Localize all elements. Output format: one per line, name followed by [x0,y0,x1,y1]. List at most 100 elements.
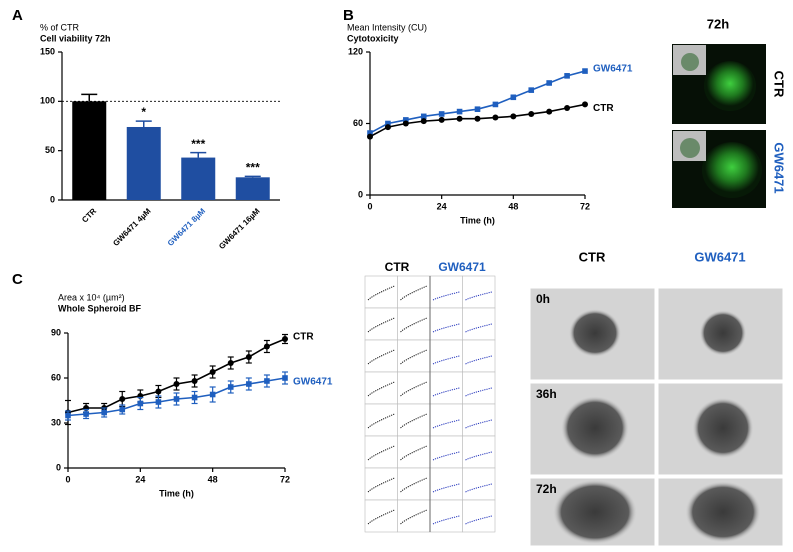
thumbnail-trace [432,451,460,461]
marker [492,101,499,108]
column-label: GW6471 [438,260,486,274]
marker [384,124,391,131]
axis-label: Area x 10⁴ (µm²) [58,292,125,302]
panel-label: B [343,7,354,24]
thumbnail-trace [465,419,493,429]
thumbnail-cell [429,307,463,341]
thumbnail-cell [429,371,463,405]
thumbnail-cell [397,307,431,341]
thumbnail-cell [429,339,463,373]
x-tick-label: GW6471 4µM [111,206,153,248]
spheroid [553,479,637,545]
thumbnail-trace [465,387,493,397]
marker [209,391,216,398]
x-tick-label: 0 [367,201,372,211]
x-tick-label: 0 [65,474,70,484]
marker [367,130,373,136]
x-tick-label: 24 [135,474,145,484]
column-label: CTR [385,260,410,274]
marker [155,388,162,395]
marker [227,360,234,366]
marker [492,114,499,121]
marker [403,117,409,123]
marker [137,400,144,407]
marker [564,105,571,112]
marker [191,378,198,384]
column-label: CTR [579,249,606,264]
thumbnail-cell [462,339,496,373]
y-tick-label: 0 [56,462,61,472]
marker [510,113,517,120]
thumbnail-trace [367,349,395,365]
thumbnail-trace [465,451,493,461]
thumbnail-cell [429,467,463,501]
marker [209,369,216,375]
chart-title: Cell viability 72h [40,33,111,43]
image-title: 72h [707,16,729,31]
thumbnail-trace [400,477,428,493]
row-label: CTR [772,71,787,98]
thumbnail-trace [432,291,460,301]
fluorescence-image [672,130,766,208]
thumbnail-cell [462,275,496,309]
marker [65,412,71,419]
series-label: GW6471 [293,377,333,388]
marker [546,80,552,86]
x-axis-label: Time (h) [159,488,194,498]
thumbnail-trace [432,323,460,333]
bar [181,157,216,200]
spheroid [685,481,761,543]
y-tick-label: 60 [353,118,363,128]
thumbnail-trace [432,515,460,525]
thumbnail-trace [465,355,493,365]
fluorescence-image [672,44,766,124]
significance: *** [191,137,205,151]
x-tick-label: 48 [208,474,218,484]
marker [546,108,553,115]
marker [173,396,180,402]
x-tick-label: 48 [508,201,518,211]
significance: *** [246,160,260,174]
thumbnail-trace [432,419,460,429]
brightfield-grid: 0h 36h 72h [529,287,784,547]
thumbnail-trace [465,515,493,525]
thumbnail-trace [465,291,493,301]
thumbnail-cell [462,435,496,469]
marker [264,378,270,384]
thumbnail-cell [462,403,496,437]
row-label: GW6471 [772,142,787,193]
thumbnail-trace [400,509,428,525]
marker [438,111,445,117]
marker [528,110,535,117]
column-label: GW6471 [694,249,745,264]
marker [367,133,373,140]
bar [72,101,107,200]
x-tick-label: GW6471 16µM [217,206,262,251]
marker [246,381,252,387]
thumbnail-cell [429,499,463,533]
marker [191,394,198,401]
marker [456,115,463,122]
marker [83,411,89,417]
marker [119,406,126,413]
marker [528,87,535,93]
thumbnail-cell [397,499,431,533]
y-tick-label: 0 [50,194,55,204]
spheroid [569,309,621,357]
marker [438,116,445,123]
marker [155,399,162,405]
thumbnail-cell [462,499,496,533]
thumbnail-trace [465,483,493,493]
thumbnail-trace [400,285,428,301]
trace-grid [364,275,496,533]
thumbnail-cell [429,275,463,309]
thumbnail-cell [429,403,463,437]
y-tick-label: 150 [40,46,55,56]
row-label: 72h [536,482,557,496]
x-tick-label: GW6471 8µM [166,206,208,248]
thumbnail-cell [462,371,496,405]
row-label: 0h [536,292,550,306]
marker [119,396,126,402]
marker [474,115,481,122]
series-label: CTR [593,103,614,114]
